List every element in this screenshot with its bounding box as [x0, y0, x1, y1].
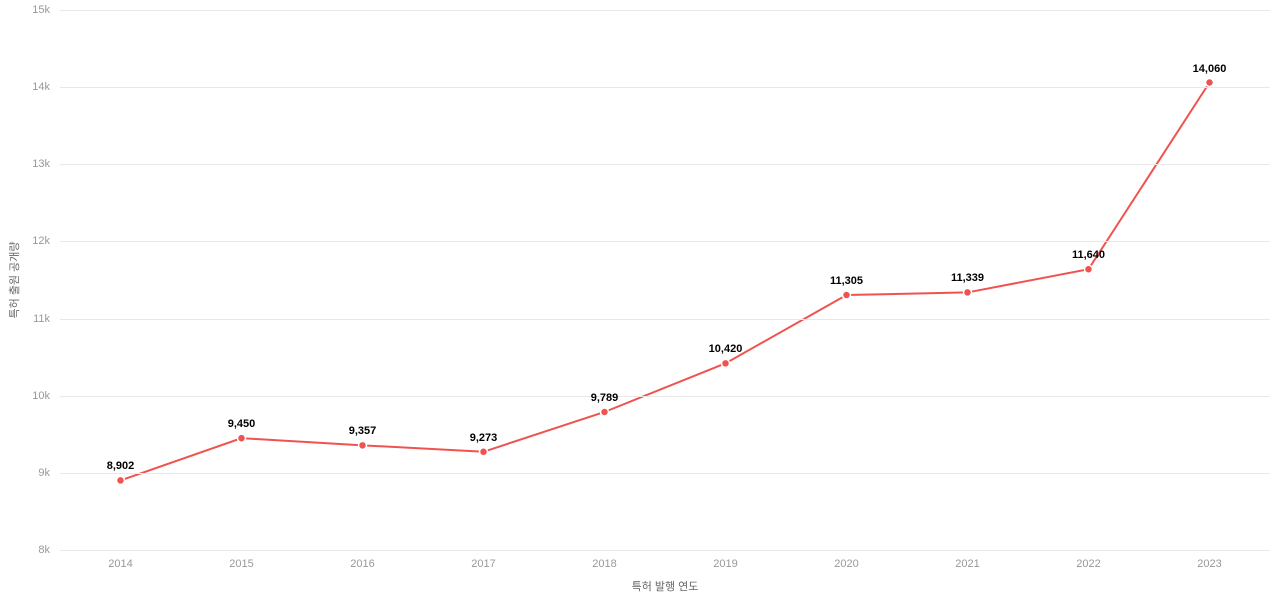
x-tick-label: 2015	[229, 558, 253, 570]
x-tick-label: 2021	[955, 558, 979, 570]
data-label: 9,273	[470, 432, 498, 444]
data-point[interactable]	[722, 359, 730, 367]
gridline	[60, 396, 1270, 397]
gridline	[60, 241, 1270, 242]
data-label: 9,450	[228, 418, 256, 430]
data-label: 11,305	[830, 275, 863, 287]
x-tick-label: 2022	[1076, 558, 1100, 570]
series-line	[121, 83, 1210, 481]
data-point[interactable]	[964, 288, 972, 296]
data-point[interactable]	[117, 476, 125, 484]
gridline	[60, 473, 1270, 474]
data-label: 14,060	[1193, 63, 1227, 75]
line-chart: 8k9k10k11k12k13k14k15k201420152016201720…	[0, 0, 1280, 600]
x-tick-label: 2018	[592, 558, 616, 570]
plot-svg	[0, 0, 1280, 600]
data-point[interactable]	[1085, 265, 1093, 273]
data-label: 11,640	[1072, 249, 1105, 261]
data-label: 8,902	[107, 460, 135, 472]
gridline	[60, 164, 1270, 165]
y-tick-label: 14k	[0, 81, 50, 93]
x-tick-label: 2020	[834, 558, 858, 570]
data-point[interactable]	[359, 441, 367, 449]
x-tick-label: 2019	[713, 558, 737, 570]
x-axis-label: 특허 발행 연도	[632, 578, 699, 594]
y-tick-label: 15k	[0, 4, 50, 16]
y-tick-label: 8k	[0, 544, 50, 556]
data-label: 10,420	[709, 343, 743, 355]
x-tick-label: 2017	[471, 558, 495, 570]
gridline	[60, 10, 1270, 11]
gridline	[60, 550, 1270, 551]
data-point[interactable]	[601, 408, 609, 416]
data-point[interactable]	[238, 434, 246, 442]
x-tick-label: 2023	[1197, 558, 1221, 570]
y-tick-label: 9k	[0, 467, 50, 479]
data-point[interactable]	[1206, 79, 1214, 87]
y-tick-label: 10k	[0, 390, 50, 402]
data-point[interactable]	[843, 291, 851, 299]
x-tick-label: 2014	[108, 558, 132, 570]
y-tick-label: 13k	[0, 158, 50, 170]
gridline	[60, 319, 1270, 320]
gridline	[60, 87, 1270, 88]
x-tick-label: 2016	[350, 558, 374, 570]
data-label: 9,789	[591, 392, 619, 404]
y-axis-label: 특허 출원 공개량	[6, 242, 22, 319]
data-label: 9,357	[349, 425, 377, 437]
data-label: 11,339	[951, 272, 984, 284]
data-point[interactable]	[480, 448, 488, 456]
